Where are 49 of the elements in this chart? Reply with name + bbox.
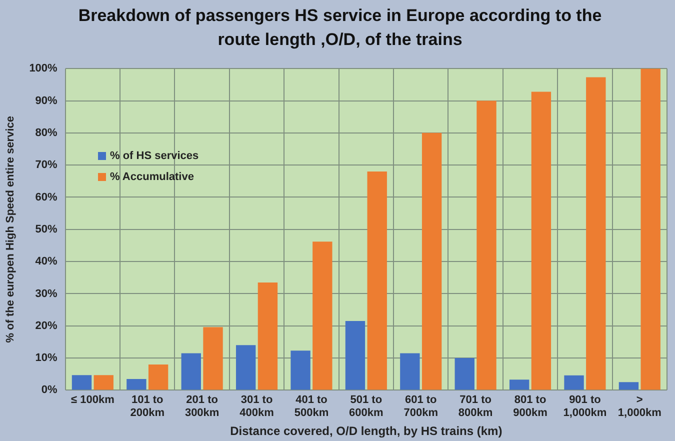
x-tick-label: 201 to 300km [184, 394, 220, 420]
legend-label: % of HS services [110, 150, 199, 162]
bar [564, 375, 584, 390]
bar [181, 353, 201, 390]
bar [509, 380, 530, 390]
x-tick-label: 701 to 800km [458, 394, 493, 420]
legend-label: % Accumulative [110, 171, 194, 183]
x-tick-label: > 1,000km [618, 394, 662, 420]
bar [618, 382, 639, 390]
bar [400, 353, 420, 390]
y-tick-label: 70% [35, 159, 58, 172]
y-tick-label: 20% [35, 320, 58, 332]
x-tick-label: 901 to 1,000km [563, 394, 607, 420]
chart-title: Breakdown of passengers HS service in Europe according to the route length ,O/D, of the trains [77, 5, 603, 51]
bar [454, 358, 474, 390]
x-axis-title: Distance covered, O/D length, by HS trains (km) [230, 424, 502, 438]
x-tick-label: 301 to 400km [240, 394, 274, 420]
bar [236, 345, 256, 390]
y-tick-label: 0% [41, 384, 58, 396]
bar [94, 375, 114, 390]
bar [126, 378, 146, 390]
bar [422, 132, 442, 390]
y-tick-label: 80% [35, 126, 58, 139]
bar [312, 242, 332, 390]
y-tick-label: 40% [35, 256, 58, 268]
bar [290, 350, 310, 390]
x-tick-label: 501 to 600km [349, 394, 384, 420]
bar [345, 321, 366, 390]
bar [586, 77, 606, 390]
bar [531, 92, 552, 390]
bar [367, 172, 387, 390]
bar [203, 327, 223, 390]
bar [148, 364, 168, 390]
x-tick-label: 101 to 200km [130, 394, 165, 420]
bar [640, 68, 660, 390]
y-tick-label: 50% [35, 223, 58, 236]
bar [476, 100, 496, 390]
x-tick-label: ≤ 100km [71, 394, 115, 406]
x-tick-label: 401 to 500km [294, 394, 329, 420]
bar [72, 375, 92, 390]
y-tick-label: 10% [35, 352, 58, 364]
bar [258, 282, 278, 390]
y-tick-label: 90% [35, 94, 58, 107]
y-tick-label: 100% [29, 62, 58, 75]
y-tick-label: 60% [35, 191, 58, 204]
x-tick-label: 601 to 700km [404, 394, 438, 420]
x-tick-label: 801 to 900km [513, 394, 548, 420]
y-tick-label: 30% [35, 288, 58, 300]
y-axis-title: % of the europen High Speed entire service [4, 116, 17, 343]
